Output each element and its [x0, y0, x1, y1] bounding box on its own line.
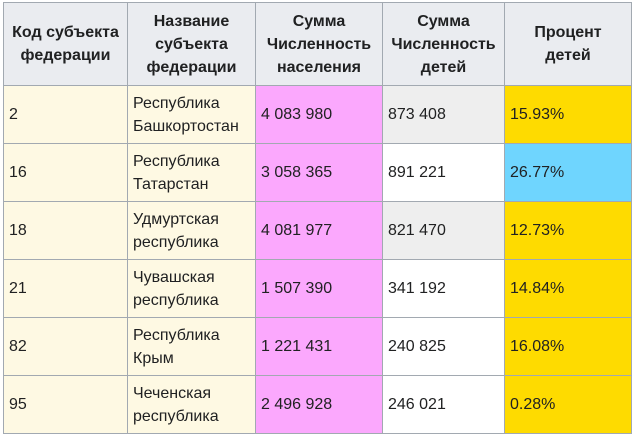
cell-name: Республика Башкортостан	[127, 85, 256, 144]
cell-children: 821 470	[382, 201, 505, 260]
header-row: Код субъекта федерации Название субъекта…	[3, 2, 632, 86]
cell-code: 21	[3, 259, 128, 318]
cell-percent: 12.73%	[504, 201, 632, 260]
cell-population: 1 507 390	[255, 259, 383, 318]
cell-population: 2 496 928	[255, 375, 383, 434]
table-row: 95 Чеченская республика 2 496 928 246 02…	[3, 375, 632, 434]
cell-name: Удмуртская республика	[127, 201, 256, 260]
cell-code: 95	[3, 375, 128, 434]
table-row: 21 Чувашская республика 1 507 390 341 19…	[3, 259, 632, 318]
table-row: 82 Республика Крым 1 221 431 240 825 16.…	[3, 317, 632, 376]
cell-code: 82	[3, 317, 128, 376]
header-name[interactable]: Название субъекта федерации	[127, 2, 256, 86]
cell-name: Чувашская республика	[127, 259, 256, 318]
cell-percent: 26.77%	[504, 143, 632, 202]
cell-children: 341 192	[382, 259, 505, 318]
cell-population: 3 058 365	[255, 143, 383, 202]
cell-name: Чеченская республика	[127, 375, 256, 434]
cell-name: Республика Крым	[127, 317, 256, 376]
cell-percent: 14.84%	[504, 259, 632, 318]
cell-population: 1 221 431	[255, 317, 383, 376]
header-children[interactable]: Сумма Численность детей	[382, 2, 505, 86]
header-population[interactable]: Сумма Численность населения	[255, 2, 383, 86]
data-table: Код субъекта федерации Название субъекта…	[3, 2, 632, 434]
cell-code: 18	[3, 201, 128, 260]
table-row: 16 Республика Татарстан 3 058 365 891 22…	[3, 143, 632, 202]
cell-children: 240 825	[382, 317, 505, 376]
cell-name: Республика Татарстан	[127, 143, 256, 202]
cell-population: 4 081 977	[255, 201, 383, 260]
cell-code: 16	[3, 143, 128, 202]
header-percent[interactable]: Процент детей	[504, 2, 632, 86]
cell-children: 891 221	[382, 143, 505, 202]
cell-population: 4 083 980	[255, 85, 383, 144]
cell-percent: 15.93%	[504, 85, 632, 144]
cell-code: 2	[3, 85, 128, 144]
table-row: 2 Республика Башкортостан 4 083 980 873 …	[3, 85, 632, 144]
cell-children: 246 021	[382, 375, 505, 434]
cell-children: 873 408	[382, 85, 505, 144]
cell-percent: 16.08%	[504, 317, 632, 376]
cell-percent: 0.28%	[504, 375, 632, 434]
header-code[interactable]: Код субъекта федерации	[3, 2, 128, 86]
table-row: 18 Удмуртская республика 4 081 977 821 4…	[3, 201, 632, 260]
